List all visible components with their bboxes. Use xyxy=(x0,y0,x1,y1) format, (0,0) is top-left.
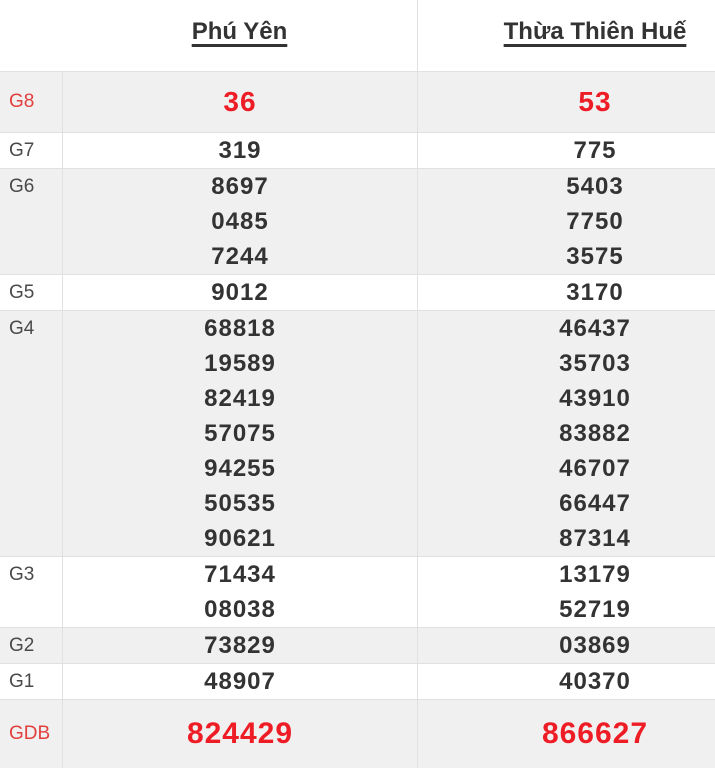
prize-values-g5-col1: 9012 xyxy=(62,275,417,310)
prize-row-g5: G5 9012 3170 xyxy=(0,274,715,310)
prize-label-g3: G3 xyxy=(9,564,35,585)
prize-number: 87314 xyxy=(559,525,631,552)
prize-number: 03869 xyxy=(559,632,631,659)
prize-number: 13179 xyxy=(559,561,631,588)
prize-number: 0485 xyxy=(211,208,269,235)
prize-number: 68818 xyxy=(204,315,276,342)
prize-label-g5: G5 xyxy=(9,282,35,303)
prize-number: 46707 xyxy=(559,455,631,482)
prize-table-body: G8 36 53 G7 319 775 G6 8697 0485 7244 5403 7750 3575… xyxy=(0,71,715,768)
prize-values-g8-col2: 53 xyxy=(417,72,715,132)
prize-values-g6-col2: 5403 7750 3575 xyxy=(417,169,715,274)
prize-values-g2-col1: 73829 xyxy=(62,628,417,663)
prize-values-g1-col2: 40370 xyxy=(417,664,715,699)
prize-number: 7750 xyxy=(566,208,624,235)
prize-number: 19589 xyxy=(204,350,276,377)
prize-row-g6: G6 8697 0485 7244 5403 7750 3575 xyxy=(0,168,715,274)
prize-number: 3575 xyxy=(566,243,624,270)
prize-number: 824429 xyxy=(186,717,294,750)
prize-number: 36 xyxy=(223,86,257,117)
prize-values-g2-col2: 03869 xyxy=(417,628,715,663)
prize-number: 40370 xyxy=(559,668,631,695)
prize-number: 3170 xyxy=(566,279,624,306)
prize-row-g2: G2 73829 03869 xyxy=(0,627,715,663)
prize-row-gdb: GDB 824429 866627 xyxy=(0,699,715,768)
prize-number: 57075 xyxy=(204,420,276,447)
prize-number: 866627 xyxy=(541,717,649,750)
prize-number: 52719 xyxy=(559,596,631,623)
prize-number: 73829 xyxy=(204,632,276,659)
prize-row-g1: G1 48907 40370 xyxy=(0,663,715,699)
prize-number: 9012 xyxy=(211,279,269,306)
prize-number: 7244 xyxy=(211,243,269,270)
prize-number: 83882 xyxy=(559,420,631,447)
prize-number: 319 xyxy=(218,137,262,164)
header-corner-cell xyxy=(0,0,62,71)
region-2-link[interactable]: Thừa Thiên Huế xyxy=(503,18,687,45)
prize-values-g1-col1: 48907 xyxy=(62,664,417,699)
prize-values-g7-col1: 319 xyxy=(62,133,417,168)
prize-number: 48907 xyxy=(204,668,276,695)
prize-number: 775 xyxy=(573,137,617,164)
prize-row-g7: G7 319 775 xyxy=(0,132,715,168)
prize-number: 71434 xyxy=(204,561,276,588)
prize-number: 50535 xyxy=(204,490,276,517)
prize-number: 46437 xyxy=(559,315,631,342)
prize-label-g8: G8 xyxy=(9,91,35,112)
region-1-link[interactable]: Phú Yên xyxy=(191,18,288,45)
prize-label-gdb: GDB xyxy=(9,723,51,744)
prize-number: 08038 xyxy=(204,596,276,623)
prize-row-g4: G4 68818 19589 82419 57075 94255 50535 90621 464… xyxy=(0,310,715,556)
prize-values-g8-col1: 36 xyxy=(62,72,417,132)
prize-number: 8697 xyxy=(211,173,269,200)
prize-number: 94255 xyxy=(204,455,276,482)
prize-row-g8: G8 36 53 xyxy=(0,71,715,132)
header-region-1: Phú Yên xyxy=(62,0,417,71)
prize-values-g3-col1: 71434 08038 xyxy=(62,557,417,627)
prize-values-gdb-col2: 866627 xyxy=(417,700,715,768)
prize-values-g4-col1: 68818 19589 82419 57075 94255 50535 90621 xyxy=(62,311,417,556)
table-header-row: Phú Yên Thừa Thiên Huế xyxy=(0,0,715,71)
prize-label-g2: G2 xyxy=(9,635,35,656)
prize-number: 5403 xyxy=(566,173,624,200)
prize-row-g3: G3 71434 08038 13179 52719 xyxy=(0,556,715,627)
prize-values-gdb-col1: 824429 xyxy=(62,700,417,768)
prize-values-g5-col2: 3170 xyxy=(417,275,715,310)
header-region-2: Thừa Thiên Huế xyxy=(417,0,715,71)
prize-number: 53 xyxy=(578,86,612,117)
prize-number: 35703 xyxy=(559,350,631,377)
prize-label-g7: G7 xyxy=(9,140,35,161)
prize-number: 43910 xyxy=(559,385,631,412)
prize-label-g6: G6 xyxy=(9,176,35,197)
prize-label-g1: G1 xyxy=(9,671,35,692)
prize-number: 82419 xyxy=(204,385,276,412)
prize-number: 66447 xyxy=(559,490,631,517)
prize-values-g6-col1: 8697 0485 7244 xyxy=(62,169,417,274)
prize-values-g7-col2: 775 xyxy=(417,133,715,168)
prize-values-g3-col2: 13179 52719 xyxy=(417,557,715,627)
prize-values-g4-col2: 46437 35703 43910 83882 46707 66447 87314 xyxy=(417,311,715,556)
prize-label-g4: G4 xyxy=(9,318,35,339)
prize-number: 90621 xyxy=(204,525,276,552)
